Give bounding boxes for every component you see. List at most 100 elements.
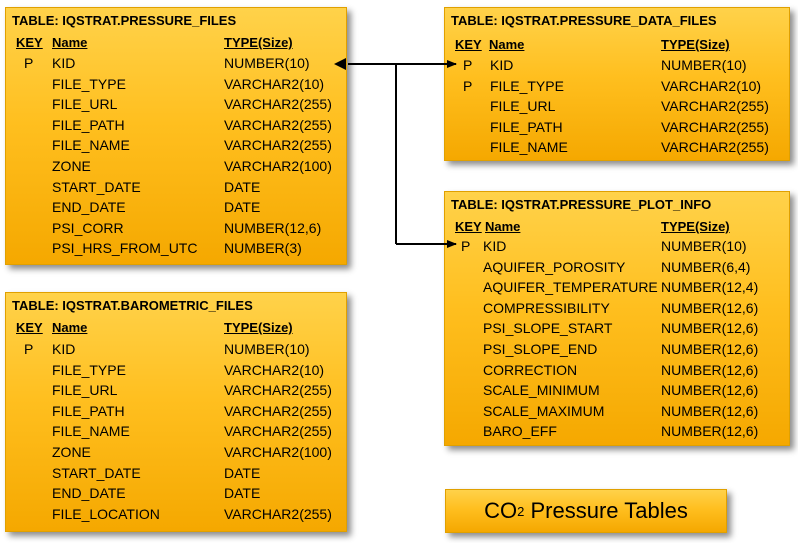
column-name: FILE_URL [52, 382, 118, 399]
column-name: AQUIFER_POROSITY [483, 258, 626, 275]
column-name: KID [52, 55, 76, 71]
column-name: KID [483, 238, 507, 254]
column-name: ZONE [52, 444, 91, 460]
table-row: PSI_SLOPE_START NUMBER(12,6) [445, 318, 789, 338]
column-type: NUMBER(12,6) [661, 299, 759, 316]
table-row: FILE_TYPE VARCHAR2(10) [6, 74, 346, 94]
table-title: TABLE: IQSTRAT.PRESSURE_DATA_FILES [451, 13, 717, 28]
column-name: FILE_NAME [52, 423, 130, 440]
column-type: NUMBER(12,6) [661, 382, 759, 399]
table-row: FILE_PATH VARCHAR2(255) [445, 117, 789, 137]
table-barometric-files: TABLE: IQSTRAT.BAROMETRIC_FILES KEY Name… [5, 292, 347, 532]
column-name: FILE_TYPE [490, 77, 564, 94]
table-pressure-plot-info: TABLE: IQSTRAT.PRESSURE_PLOT_INFO KEY Na… [444, 191, 790, 446]
column-type: VARCHAR2(10) [661, 77, 762, 94]
column-type: VARCHAR2(255) [661, 98, 769, 115]
table-row: START_DATE DATE [6, 177, 346, 197]
column-key: P [461, 238, 471, 254]
column-name: FILE_URL [52, 96, 118, 113]
column-type: NUMBER(12,6) [661, 341, 759, 357]
column-type: NUMBER(12,6) [661, 402, 759, 419]
header-name: Name [52, 320, 88, 335]
legend-subscript: 2 [517, 503, 525, 519]
column-name: END_DATE [52, 485, 126, 502]
column-name: FILE_NAME [52, 137, 130, 154]
table-row: FILE_PATH VARCHAR2(255) [6, 115, 346, 135]
header-name: Name [485, 219, 521, 234]
column-type: NUMBER(12,6) [661, 320, 759, 337]
table-row: FILE_NAME VARCHAR2(255) [445, 137, 789, 157]
header-name: Name [52, 35, 88, 50]
table-row: CORRECTION NUMBER(12,6) [445, 360, 789, 380]
column-type: VARCHAR2(255) [224, 402, 332, 419]
column-type: DATE [224, 178, 261, 195]
column-name: PSI_HRS_FROM_UTC [52, 240, 198, 257]
column-type: NUMBER(12,6) [661, 423, 759, 440]
header-key: KEY [455, 219, 482, 234]
column-type: VARCHAR2(10) [224, 361, 325, 378]
column-name: START_DATE [52, 464, 141, 481]
column-name: PSI_CORR [52, 219, 124, 236]
column-key: P [463, 57, 473, 73]
table-row: FILE_TYPE VARCHAR2(10) [6, 360, 346, 380]
column-type: NUMBER(12,4) [661, 279, 759, 296]
column-name: FILE_PATH [52, 116, 125, 133]
column-key: P [24, 341, 34, 357]
table-row: PSI_SLOPE_END NUMBER(12,6) [445, 339, 789, 359]
table-row: END_DATE DATE [6, 197, 346, 217]
column-name: KID [52, 341, 76, 357]
table-title: TABLE: IQSTRAT.BAROMETRIC_FILES [12, 298, 253, 313]
table-row: FILE_LOCATION VARCHAR2(255) [6, 504, 346, 524]
table-row: PSI_HRS_FROM_UTC NUMBER(3) [6, 238, 346, 258]
column-type: NUMBER(10) [224, 55, 310, 71]
table-row: FILE_NAME VARCHAR2(255) [6, 421, 346, 441]
column-type: DATE [224, 464, 261, 481]
table-row: START_DATE DATE [6, 463, 346, 483]
column-type: VARCHAR2(255) [224, 137, 332, 154]
table-row: SCALE_MINIMUM NUMBER(12,6) [445, 380, 789, 400]
header-key: KEY [455, 37, 482, 52]
table-row: FILE_URL VARCHAR2(255) [6, 380, 346, 400]
table-row: ZONE VARCHAR2(100) [6, 156, 346, 176]
column-type: VARCHAR2(255) [224, 96, 332, 113]
column-name: CORRECTION [483, 361, 578, 378]
table-row: P KID NUMBER(10) [6, 339, 346, 359]
column-name: FILE_PATH [52, 402, 125, 419]
column-name: AQUIFER_TEMPERATURE [483, 279, 658, 296]
column-type: NUMBER(10) [661, 57, 747, 73]
column-type: VARCHAR2(255) [224, 423, 332, 440]
column-name: FILE_TYPE [52, 361, 126, 378]
column-name: SCALE_MAXIMUM [483, 402, 605, 419]
table-row: P FILE_TYPE VARCHAR2(10) [445, 76, 789, 96]
column-name: FILE_LOCATION [52, 505, 160, 522]
table-row: END_DATE DATE [6, 483, 346, 503]
table-pressure-files: TABLE: IQSTRAT.PRESSURE_FILES KEY Name T… [5, 7, 347, 265]
column-name: KID [490, 57, 514, 73]
header-type: TYPE(Size) [661, 37, 730, 52]
column-name: PSI_SLOPE_START [483, 320, 613, 337]
header-key: KEY [16, 320, 43, 335]
column-type: NUMBER(3) [224, 240, 302, 257]
arrowhead-left [334, 58, 346, 70]
column-name: END_DATE [52, 199, 126, 216]
header-type: TYPE(Size) [224, 35, 293, 50]
table-row: P KID NUMBER(10) [445, 55, 789, 75]
column-type: VARCHAR2(100) [224, 158, 332, 174]
column-key: P [24, 55, 34, 71]
table-row: FILE_PATH VARCHAR2(255) [6, 401, 346, 421]
column-name: FILE_NAME [490, 139, 568, 156]
table-row: P KID NUMBER(10) [6, 53, 346, 73]
header-type: TYPE(Size) [224, 320, 293, 335]
column-type: VARCHAR2(255) [661, 118, 769, 135]
table-row: FILE_URL VARCHAR2(255) [6, 94, 346, 114]
table-pressure-data-files: TABLE: IQSTRAT.PRESSURE_DATA_FILES KEY N… [444, 7, 790, 161]
column-type: VARCHAR2(255) [224, 116, 332, 133]
table-title: TABLE: IQSTRAT.PRESSURE_FILES [12, 13, 237, 28]
header-key: KEY [16, 35, 43, 50]
table-row: ZONE VARCHAR2(100) [6, 442, 346, 462]
column-name: FILE_PATH [490, 118, 563, 135]
column-type: NUMBER(6,4) [661, 258, 751, 275]
column-name: START_DATE [52, 178, 141, 195]
table-title: TABLE: IQSTRAT.PRESSURE_PLOT_INFO [451, 197, 712, 212]
